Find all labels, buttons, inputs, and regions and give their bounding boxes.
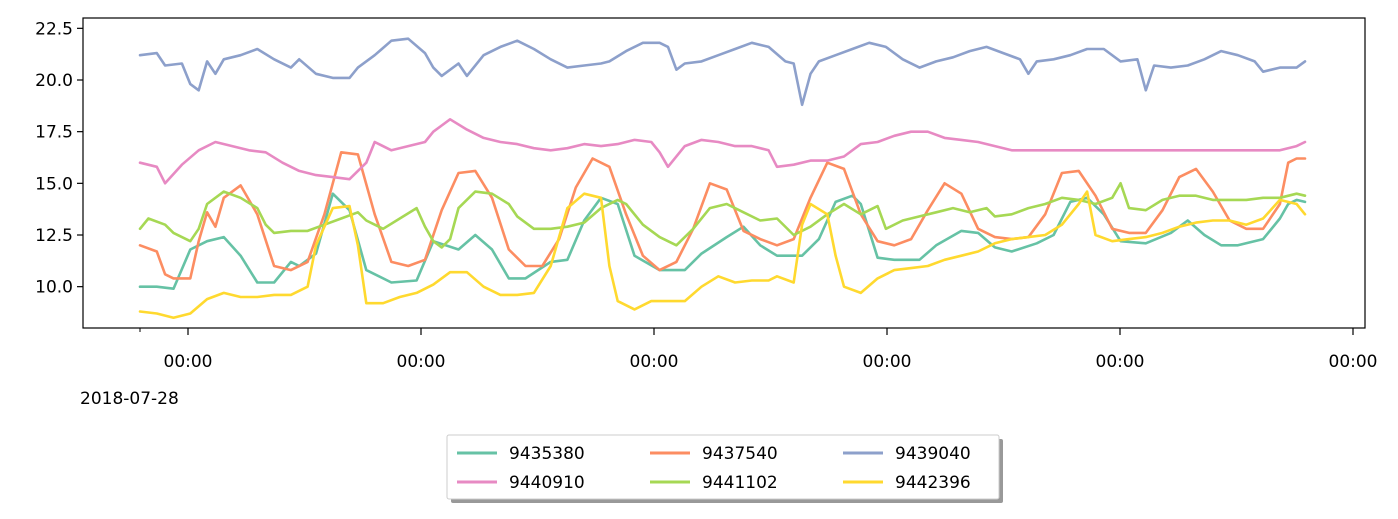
- series-line-9442396: [138, 190, 1307, 319]
- series-line-9441102: [138, 182, 1307, 249]
- series-line-9437540: [138, 151, 1307, 280]
- legend-label: 9437540: [702, 444, 778, 464]
- y-tick-label: 17.5: [35, 123, 73, 143]
- y-axis: 10.0 12.5 15.0 17.5 20.0 22.5: [35, 19, 83, 298]
- x-offset-label: 2018-07-28: [80, 389, 179, 409]
- x-tick-label: 00:00: [863, 352, 912, 372]
- legend-label: 9439040: [895, 444, 971, 464]
- legend: 9435380 9437540 9439040 9440910 9441102 94423…: [446, 434, 1003, 503]
- x-tick-label: 00:00: [397, 352, 446, 372]
- legend-label: 9442396: [895, 473, 971, 493]
- legend-label: 9440910: [509, 473, 585, 493]
- legend-label: 9441102: [702, 473, 778, 493]
- x-axis: 00:00 00:00 00:00 00:00 00:00 00:00: [139, 328, 1378, 372]
- x-tick-label: 00:00: [1096, 352, 1145, 372]
- y-tick-label: 22.5: [35, 19, 73, 39]
- series-line-9439040: [138, 37, 1307, 107]
- y-tick-label: 15.0: [35, 174, 73, 194]
- x-tick-label: 00:00: [164, 352, 213, 372]
- x-tick-label: 00:00: [630, 352, 679, 372]
- legend-label: 9435380: [509, 444, 585, 464]
- series-line-9440910: [138, 118, 1307, 185]
- x-tick-label: 00:00: [1329, 352, 1378, 372]
- y-tick-label: 10.0: [35, 278, 73, 298]
- series-layer: [138, 37, 1307, 319]
- y-tick-label: 20.0: [35, 71, 73, 91]
- plot-area: [82, 17, 1366, 329]
- y-tick-label: 12.5: [35, 226, 73, 246]
